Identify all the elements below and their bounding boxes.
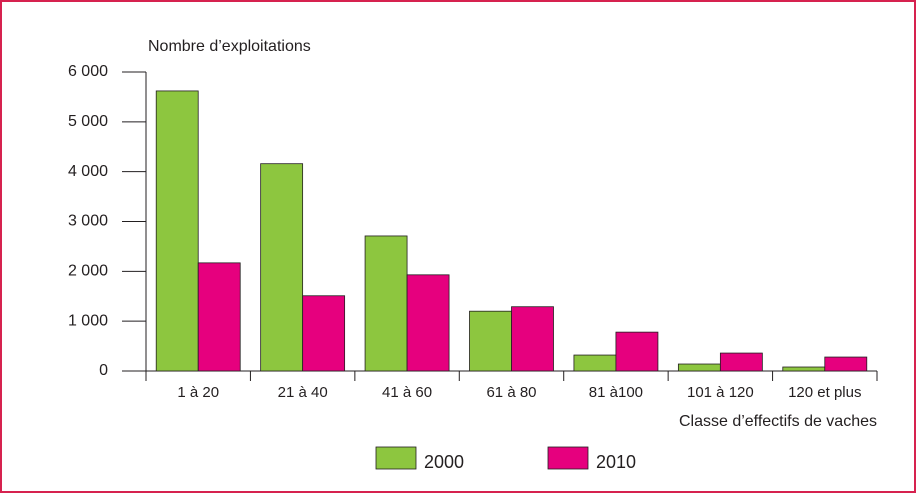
bar bbox=[782, 366, 826, 372]
bar bbox=[469, 310, 512, 372]
y-tick-label: 3 000 bbox=[68, 213, 108, 230]
bar bbox=[719, 352, 763, 372]
bar bbox=[573, 354, 617, 372]
x-tick-label: 1 à 20 bbox=[177, 384, 219, 401]
legend-label: 2010 bbox=[596, 452, 636, 472]
x-axis-label: Classe d’effectifs de vaches bbox=[679, 413, 877, 430]
bar bbox=[677, 363, 721, 372]
legend-label: 2000 bbox=[424, 452, 464, 472]
y-tick-label: 5 000 bbox=[68, 113, 108, 130]
y-tick-label: 4 000 bbox=[68, 163, 108, 180]
legend-swatch bbox=[547, 446, 589, 470]
x-tick-label: 41 à 60 bbox=[382, 384, 432, 401]
bar bbox=[364, 235, 408, 372]
y-tick-label: 2 000 bbox=[68, 263, 108, 280]
bar bbox=[197, 262, 241, 372]
x-tick-label: 81 à100 bbox=[589, 384, 643, 401]
bar bbox=[155, 90, 199, 372]
bar bbox=[260, 163, 304, 372]
x-tick-label: 101 à 120 bbox=[687, 384, 754, 401]
bar bbox=[406, 274, 450, 372]
bar bbox=[511, 306, 554, 372]
x-tick-label: 120 et plus bbox=[788, 384, 861, 401]
bar bbox=[824, 356, 868, 372]
bar bbox=[302, 295, 346, 372]
y-axis-label: Nombre d’exploitations bbox=[148, 38, 311, 55]
legend-swatch bbox=[375, 446, 417, 470]
x-tick-label: 21 à 40 bbox=[278, 384, 328, 401]
y-tick-label: 0 bbox=[99, 362, 108, 379]
y-tick-label: 1 000 bbox=[68, 312, 108, 329]
y-tick-label: 6 000 bbox=[68, 63, 108, 80]
bar bbox=[615, 331, 659, 372]
x-tick-label: 61 à 80 bbox=[486, 384, 536, 401]
